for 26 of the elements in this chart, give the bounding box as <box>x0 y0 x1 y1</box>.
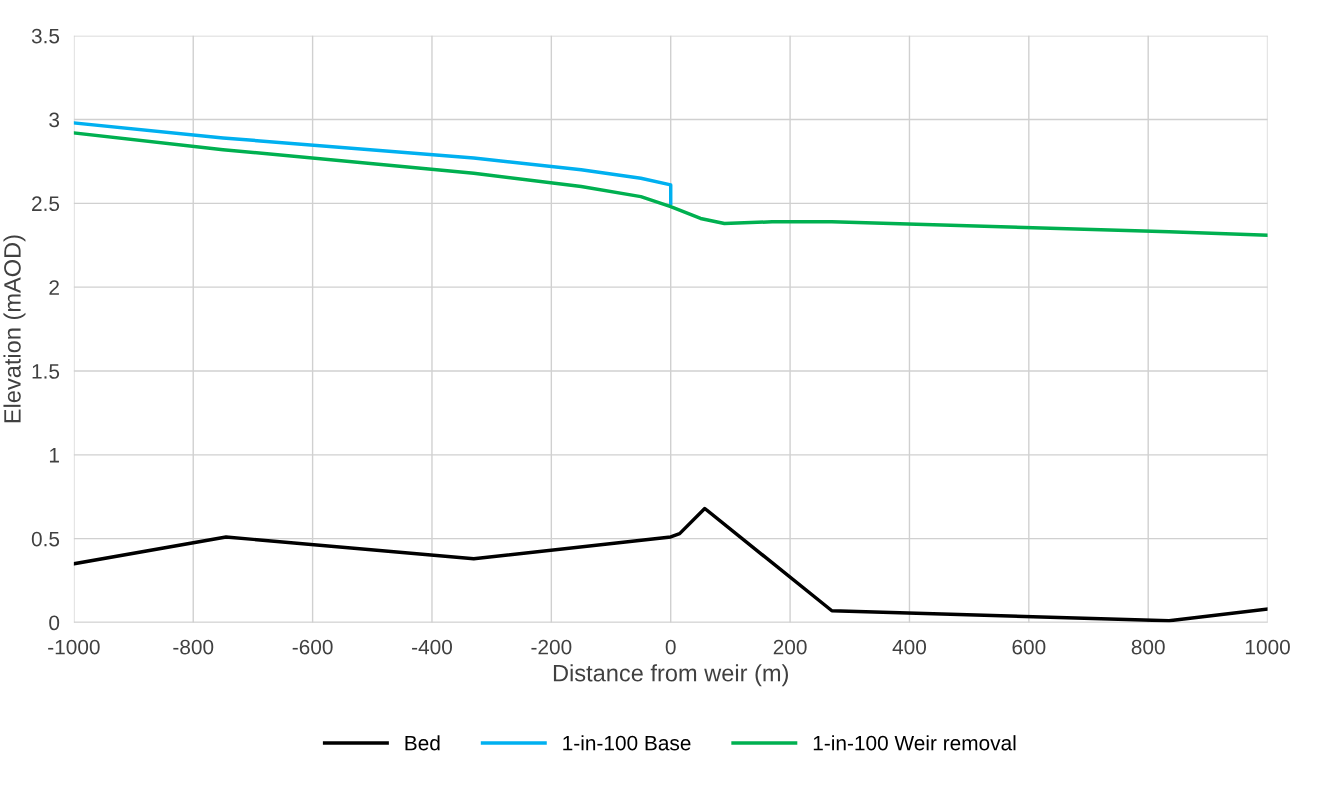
y-tick-label: 2 <box>49 280 59 295</box>
y-tick-label: 1 <box>49 448 59 463</box>
x-tick-label: -600 <box>292 639 333 655</box>
x-tick-label: 600 <box>1012 639 1046 655</box>
y-tick-label: 0 <box>49 615 60 631</box>
x-tick-label: 1000 <box>1245 639 1290 655</box>
x-tick-label: 200 <box>773 639 807 655</box>
x-axis-title: Distance from weir (m) <box>553 664 788 687</box>
x-tick-label: -400 <box>412 639 453 655</box>
line-series <box>73 121 673 206</box>
y-tick-label: 3.5 <box>31 28 60 44</box>
legend-label: 1-in-100 Base <box>563 735 691 751</box>
line-series <box>73 131 1268 237</box>
y-tick-label: 2.5 <box>32 196 60 212</box>
legend-label: 1-in-100 Weir removal <box>813 735 1016 751</box>
x-tick-label: -1000 <box>48 639 100 655</box>
x-tick-label: 0 <box>665 639 676 655</box>
x-tick-label: 800 <box>1131 639 1165 655</box>
y-tick-label: 1.5 <box>32 364 60 379</box>
y-tick-label: 0.5 <box>31 531 60 547</box>
x-tick-label: -800 <box>173 639 214 655</box>
x-tick-label: 400 <box>892 639 927 655</box>
y-axis-title: Elevation (mAOD) <box>3 235 26 423</box>
x-tick-label: -200 <box>531 639 572 655</box>
y-tick-label: 3 <box>49 112 60 128</box>
legend-label: Bed <box>405 735 440 751</box>
